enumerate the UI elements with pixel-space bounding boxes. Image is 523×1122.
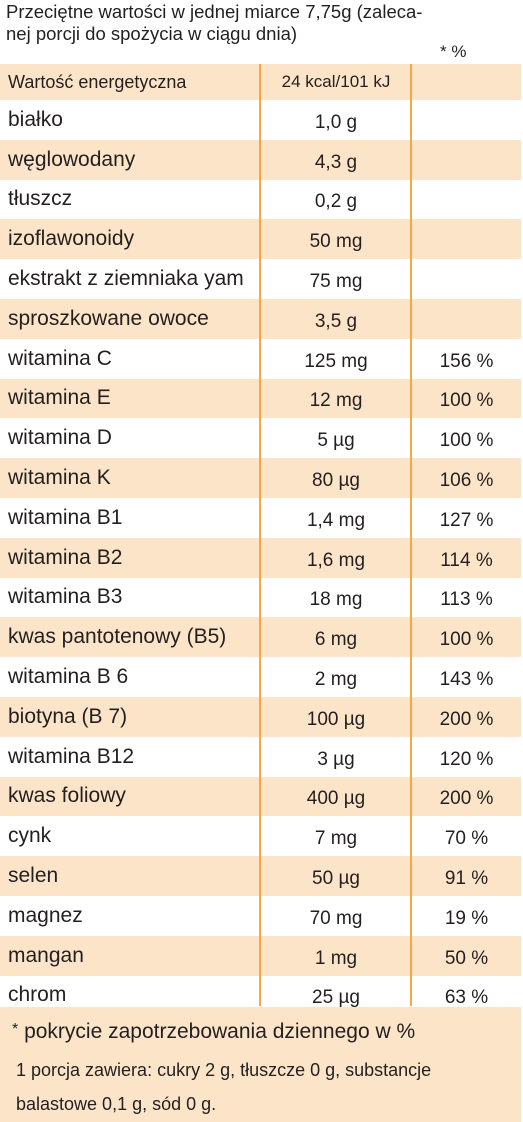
table-row: witamina C 125 mg 156 % <box>0 339 521 379</box>
nutrient-name: witamina B2 <box>8 545 123 569</box>
daily-value-percent: 106 % <box>439 470 494 492</box>
nutrient-name: witamina K <box>8 466 111 490</box>
nutrient-amount: 25 µg <box>312 987 360 1009</box>
table-header: Przeciętne wartości w jednej miarce 7,75… <box>6 0 521 64</box>
nutrient-name: witamina B12 <box>8 744 135 768</box>
daily-value-percent: 19 % <box>444 907 489 929</box>
daily-value-percent: 200 % <box>439 788 494 810</box>
nutrient-name: mangan <box>8 943 84 967</box>
nutrient-amount: 12 mg <box>309 390 363 412</box>
daily-value-percent: 50 % <box>444 947 489 969</box>
daily-value-percent <box>412 299 521 339</box>
nutrient-amount: 50 mg <box>309 231 363 253</box>
nutrient-name: magnez <box>8 903 83 927</box>
daily-value-percent <box>412 180 521 220</box>
nutrient-name: ekstrakt z ziemniaka yam <box>8 267 244 291</box>
nutrient-amount: 1,0 g <box>314 111 358 133</box>
daily-value-percent <box>412 259 521 299</box>
nutrient-amount: 125 mg <box>304 350 368 372</box>
daily-value-percent: 200 % <box>439 708 494 730</box>
daily-value-percent: 100 % <box>439 629 494 651</box>
nutrient-amount: 5 µg <box>317 430 355 452</box>
nutrient-name: tłuszcz <box>8 187 73 211</box>
header-title-line-2: nej porcji do spożycia w ciągu dnia) <box>6 23 298 44</box>
nutrient-amount: 1,4 mg <box>306 509 366 531</box>
nutrient-name: kwas pantotenowy (B5) <box>8 625 227 649</box>
nutrient-name: białko <box>8 107 63 131</box>
daily-value-percent: 100 % <box>439 390 494 412</box>
nutrient-amount: 400 µg <box>306 788 366 810</box>
nutrient-amount: 100 µg <box>306 708 366 730</box>
column-divider-2 <box>410 64 412 1006</box>
daily-value-percent <box>412 64 521 100</box>
nutrient-name: witamina B 6 <box>8 665 129 689</box>
daily-value-percent: 127 % <box>439 509 494 531</box>
nutrient-name: witamina B1 <box>8 505 123 529</box>
nutrient-amount: 1,6 mg <box>306 549 366 571</box>
nutrient-amount: 50 µg <box>312 868 360 890</box>
nutrient-name: izoflawonoidy <box>8 227 135 251</box>
nutrient-name: sproszkowane owoce <box>8 306 209 330</box>
nutrient-name: cynk <box>8 824 52 848</box>
daily-value-percent <box>412 140 521 180</box>
nutrient-amount: 75 mg <box>309 271 363 293</box>
footer-text-line-2: balastowe 0,1 g, sód 0 g. <box>16 1094 217 1114</box>
table-row: witamina D 5 µg 100 % <box>0 418 521 458</box>
nutrient-name: witamina E <box>8 386 111 410</box>
nutrient-amount: 24 kcal/101 kJ <box>281 72 391 91</box>
nutrient-amount: 1 mg <box>314 947 358 969</box>
footnote: * pokrycie zapotrzebowania dziennego w % <box>12 1015 415 1047</box>
daily-value-percent: 113 % <box>440 589 493 611</box>
daily-value-percent <box>412 100 521 140</box>
nutrient-name: biotyna (B 7) <box>8 704 128 728</box>
daily-value-percent: 114 % <box>440 549 493 571</box>
footnote-star: * <box>12 1021 19 1038</box>
nutrient-amount: 3,5 g <box>314 310 358 332</box>
header-title-line-1: Przeciętne wartości w jednej miarce 7,75… <box>6 1 423 22</box>
nutrient-amount: 0,2 g <box>314 191 358 213</box>
nutrient-amount: 4,3 g <box>314 151 358 173</box>
nutrient-name: węglowodany <box>8 147 136 171</box>
nutrient-name: witamina B3 <box>8 585 123 609</box>
daily-value-percent: 156 % <box>439 350 494 372</box>
nutrient-amount: 80 µg <box>312 470 360 492</box>
footnote-text: pokrycie zapotrzebowania dziennego w % <box>24 1020 416 1043</box>
table-row: białko 1,0 g <box>0 100 521 140</box>
column-divider-1 <box>259 64 261 1006</box>
daily-value-percent: 100 % <box>439 430 494 452</box>
table-row: chrom 25 µg 63 % <box>0 976 521 1016</box>
nutrient-name: selen <box>8 864 59 888</box>
daily-value-percent: 143 % <box>439 669 494 691</box>
daily-value-percent <box>412 219 521 259</box>
table-row: ekstrakt z ziemniaka yam 75 mg <box>0 259 521 299</box>
table-row: witamina B1 1,4 mg 127 % <box>0 498 521 538</box>
daily-value-percent: 63 % <box>444 987 489 1009</box>
nutrient-amount: 3 µg <box>317 748 355 770</box>
footer-text-line-1: 1 porcja zawiera: cukry 2 g, tłuszcze 0 … <box>16 1060 432 1080</box>
nutrient-amount: 2 mg <box>314 669 358 691</box>
nutrient-name: kwas foliowy <box>8 784 126 808</box>
daily-value-percent: 91 % <box>444 868 489 890</box>
table-row: tłuszcz 0,2 g <box>0 180 521 220</box>
percent-column-header: * % <box>440 42 467 61</box>
nutrient-name: witamina D <box>8 426 112 450</box>
nutrient-name: Wartość energetyczna <box>8 71 187 92</box>
table-row: magnez 70 mg 19 % <box>0 896 521 936</box>
nutrient-amount: 7 mg <box>314 828 358 850</box>
nutrient-name: chrom <box>8 983 67 1007</box>
table-row: witamina B12 3 µg 120 % <box>0 737 521 777</box>
table-row: witamina B 6 2 mg 143 % <box>0 657 521 697</box>
nutrient-amount: 6 mg <box>314 629 358 651</box>
footer: * pokrycie zapotrzebowania dziennego w %… <box>0 1007 521 1122</box>
nutrient-amount: 70 mg <box>309 907 363 929</box>
daily-value-percent: 120 % <box>439 748 494 770</box>
table-row: witamina B3 18 mg 113 % <box>0 578 521 618</box>
nutrient-amount: 18 mg <box>309 589 363 611</box>
nutrient-name: witamina C <box>8 346 112 370</box>
table-row: cynk 7 mg 70 % <box>0 816 521 856</box>
daily-value-percent: 70 % <box>444 828 489 850</box>
